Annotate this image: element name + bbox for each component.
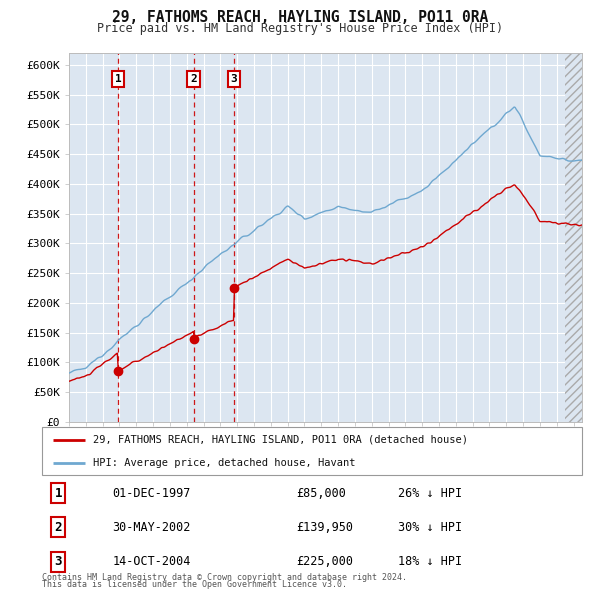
Text: 18% ↓ HPI: 18% ↓ HPI — [398, 555, 463, 568]
Text: 2: 2 — [190, 74, 197, 84]
Text: 01-DEC-1997: 01-DEC-1997 — [112, 487, 191, 500]
Text: HPI: Average price, detached house, Havant: HPI: Average price, detached house, Hava… — [94, 458, 356, 468]
Text: 26% ↓ HPI: 26% ↓ HPI — [398, 487, 463, 500]
Text: 29, FATHOMS REACH, HAYLING ISLAND, PO11 0RA (detached house): 29, FATHOMS REACH, HAYLING ISLAND, PO11 … — [94, 435, 469, 445]
Text: 3: 3 — [230, 74, 237, 84]
Text: 1: 1 — [115, 74, 121, 84]
Text: 14-OCT-2004: 14-OCT-2004 — [112, 555, 191, 568]
Text: 2: 2 — [55, 521, 62, 534]
Text: 30% ↓ HPI: 30% ↓ HPI — [398, 521, 463, 534]
Text: 30-MAY-2002: 30-MAY-2002 — [112, 521, 191, 534]
Text: 3: 3 — [55, 555, 62, 568]
Text: £139,950: £139,950 — [296, 521, 353, 534]
Text: £225,000: £225,000 — [296, 555, 353, 568]
Text: Contains HM Land Registry data © Crown copyright and database right 2024.: Contains HM Land Registry data © Crown c… — [42, 573, 407, 582]
Text: 1: 1 — [55, 487, 62, 500]
Text: 29, FATHOMS REACH, HAYLING ISLAND, PO11 0RA: 29, FATHOMS REACH, HAYLING ISLAND, PO11 … — [112, 10, 488, 25]
Text: £85,000: £85,000 — [296, 487, 346, 500]
Text: This data is licensed under the Open Government Licence v3.0.: This data is licensed under the Open Gov… — [42, 580, 347, 589]
FancyBboxPatch shape — [42, 427, 582, 475]
Text: Price paid vs. HM Land Registry's House Price Index (HPI): Price paid vs. HM Land Registry's House … — [97, 22, 503, 35]
Polygon shape — [565, 53, 582, 422]
